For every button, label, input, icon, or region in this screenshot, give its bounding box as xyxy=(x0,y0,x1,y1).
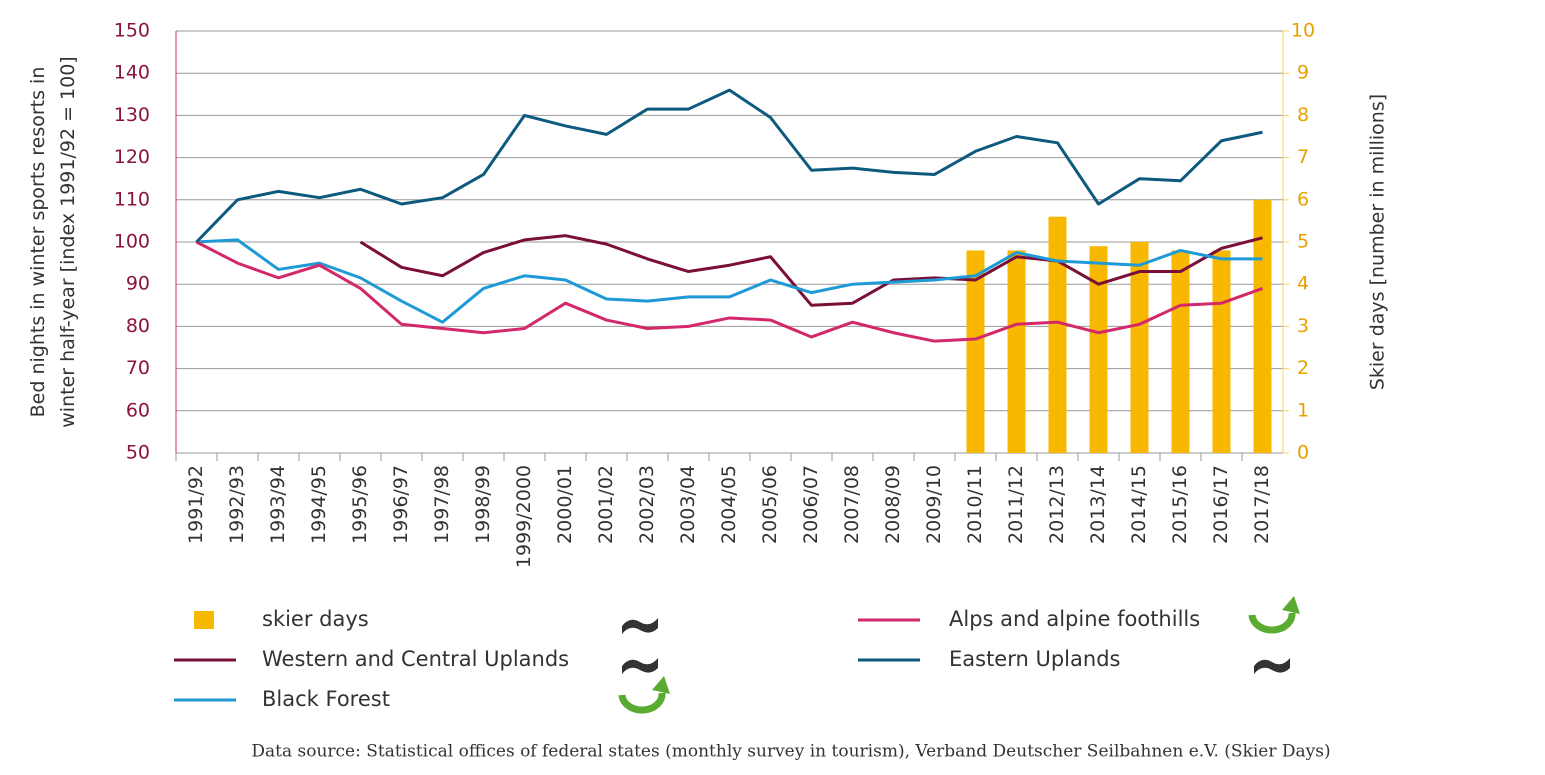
y-tick-label: 90 xyxy=(126,273,150,295)
x-tick-label: 2005/06 xyxy=(759,465,781,544)
x-tick-label: 2008/09 xyxy=(882,465,904,544)
y-tick-label: 60 xyxy=(126,399,150,421)
line xyxy=(359,234,1263,307)
y-tick-label: 110 xyxy=(114,188,150,210)
x-tick-label: 1992/93 xyxy=(226,465,248,544)
legend-label: Eastern Uplands xyxy=(949,647,1120,671)
x-tick-label: 2014/15 xyxy=(1128,465,1150,544)
y2-tick-label: 9 xyxy=(1297,62,1309,84)
bar xyxy=(1048,216,1067,453)
y2-tick-label: 7 xyxy=(1297,146,1309,168)
trend-icons xyxy=(618,596,1300,714)
source-note: Data source: Statistical offices of fede… xyxy=(251,742,1330,762)
trend-neutral-icon xyxy=(622,658,658,674)
x-tick-label: 2017/18 xyxy=(1251,465,1273,544)
bar xyxy=(1171,250,1190,453)
x-tick-label: 2010/11 xyxy=(964,465,986,544)
y-tick-label: 50 xyxy=(126,442,150,464)
y2-tick-label: 8 xyxy=(1297,104,1309,126)
bar xyxy=(966,250,985,453)
x-tick-label: 2004/05 xyxy=(718,465,740,544)
x-tick-label: 2009/10 xyxy=(923,465,945,544)
y-tick-label: 150 xyxy=(114,20,150,42)
y2-tick-label: 3 xyxy=(1297,315,1309,337)
grid xyxy=(176,30,1283,412)
x-tick-label: 1996/97 xyxy=(390,465,412,544)
x-tick-label: 2013/14 xyxy=(1087,465,1109,544)
x-tick-label: 1997/98 xyxy=(431,465,453,544)
line xyxy=(195,88,1263,244)
x-tick-label: 2012/13 xyxy=(1046,465,1068,544)
x-tick-label: 2003/04 xyxy=(677,465,699,544)
x-tick-label: 1998/99 xyxy=(472,465,494,544)
y2-tick-label: 5 xyxy=(1297,231,1309,253)
y-tick-label: 140 xyxy=(114,62,150,84)
trend-neutral-icon xyxy=(622,618,658,634)
bar xyxy=(1007,250,1026,453)
trend-up-icon xyxy=(618,676,670,714)
y-tick-label: 70 xyxy=(126,357,150,379)
x-tick-label: 1995/96 xyxy=(349,465,371,544)
x-tick-label: 2007/08 xyxy=(841,465,863,544)
x-tick-label: 2015/16 xyxy=(1169,465,1191,544)
y-axis-title-line: Bed nights in winter sports resorts in xyxy=(27,67,49,418)
x-tick-label: 2001/02 xyxy=(595,465,617,544)
trend-neutral-icon xyxy=(1254,658,1290,674)
y-tick-label: 80 xyxy=(126,315,150,337)
legend-label: Alps and alpine foothills xyxy=(949,607,1200,631)
x-tick-label: 1991/92 xyxy=(185,465,207,544)
line xyxy=(196,238,1263,324)
bar xyxy=(1253,199,1272,453)
x-tick-label: 1993/94 xyxy=(267,465,289,544)
x-tick-label: 1999/2000 xyxy=(513,465,535,568)
legend-label: Western and Central Uplands xyxy=(262,647,569,671)
y2-axis-title: Skier days [number in millions] xyxy=(1367,94,1389,390)
bar xyxy=(1130,242,1149,453)
legend-label: Black Forest xyxy=(262,687,390,711)
line xyxy=(195,240,1264,343)
x-tick-label: 1994/95 xyxy=(308,465,330,544)
y2-tick-label: 2 xyxy=(1297,357,1309,379)
x-tick-label: 2002/03 xyxy=(636,465,658,544)
bar xyxy=(1089,246,1108,453)
x-tick-label: 2016/17 xyxy=(1210,465,1232,544)
y-axis-title: Bed nights in winter sports resorts in wi… xyxy=(27,56,79,427)
y-axis-title-line: winter half-year [index 1991/92 = 100] xyxy=(57,56,79,427)
x-tick-label: 2000/01 xyxy=(554,465,576,544)
y-tick-label: 100 xyxy=(114,231,150,253)
legend-swatch xyxy=(194,611,214,629)
y-tick-label: 120 xyxy=(114,146,150,168)
legend: skier days Western and Central Uplands Bla… xyxy=(174,607,1200,711)
trend-up-icon xyxy=(1248,596,1300,634)
x-tick-label: 2011/12 xyxy=(1005,465,1027,544)
y-tick-label: 130 xyxy=(114,104,150,126)
y2-tick-label: 6 xyxy=(1297,188,1309,210)
x-tick-label: 2006/07 xyxy=(800,465,822,544)
legend-label: skier days xyxy=(262,607,369,631)
y2-tick-label: 10 xyxy=(1291,20,1315,42)
y2-tick-label: 1 xyxy=(1297,399,1309,421)
y2-tick-label: 4 xyxy=(1297,273,1309,295)
y2-tick-label: 0 xyxy=(1297,442,1309,464)
bar xyxy=(1212,250,1231,453)
